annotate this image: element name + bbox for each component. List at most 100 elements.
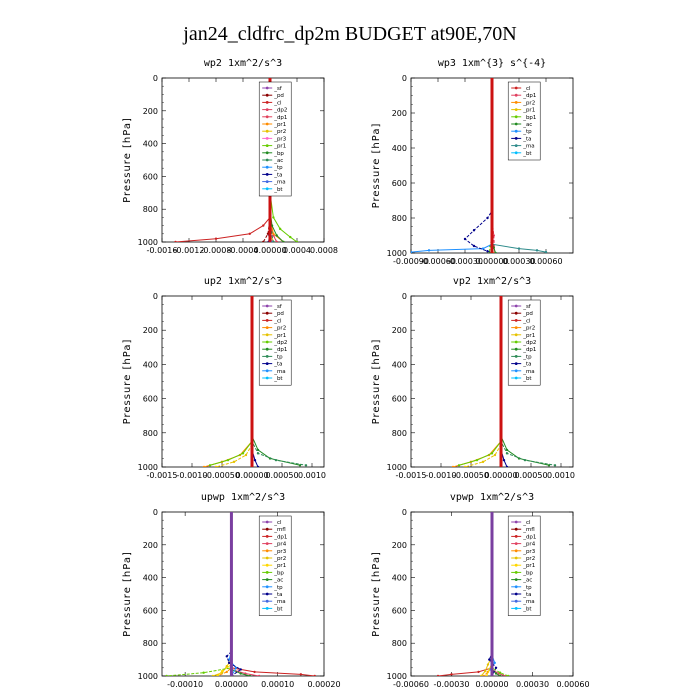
x-tick-label: -0.00090	[393, 257, 429, 266]
y-tick-label: 1000	[138, 463, 158, 472]
legend-marker	[514, 115, 518, 119]
series-point	[507, 674, 510, 676]
legend-label: _ac	[273, 158, 283, 164]
legend-marker	[514, 542, 518, 545]
legend-marker	[265, 355, 269, 358]
series-line-pr2	[452, 296, 502, 467]
x-tick-label: 0.00060	[556, 680, 589, 689]
x-tick-label: 0.00030	[502, 257, 535, 266]
y-axis-label: Pressure [hPa]	[371, 123, 382, 209]
series-line-pr1	[464, 296, 502, 467]
series-point	[517, 247, 521, 250]
y-tick-label: 800	[143, 205, 158, 214]
y-tick-label: 200	[392, 541, 407, 550]
legend-label: _ac	[273, 578, 283, 584]
x-tick-label: 0.00050	[265, 471, 298, 480]
series-point	[202, 465, 206, 467]
plot-frame	[161, 295, 325, 468]
legend-marker	[514, 101, 518, 104]
legend-marker	[514, 355, 518, 358]
legend-label: _mfl	[522, 527, 535, 533]
legend-label: _bt	[522, 151, 532, 157]
series-point	[477, 670, 480, 674]
legend-marker	[265, 165, 269, 169]
legend-marker	[265, 527, 269, 531]
series-point	[165, 674, 168, 676]
legend-label: _dp2	[273, 108, 287, 114]
legend-label: _dp1	[522, 93, 536, 99]
x-tick-label: 0.00000	[475, 680, 508, 689]
legend-marker	[265, 173, 269, 176]
series-point	[488, 658, 491, 661]
series-point	[304, 464, 308, 467]
x-tick-label: -0.00060	[420, 257, 456, 266]
legend-marker	[265, 362, 269, 365]
series-line-tp	[411, 78, 493, 253]
legend-marker	[265, 340, 269, 344]
series-point	[472, 244, 476, 248]
legend-label: _tp	[522, 129, 532, 135]
series-point	[258, 674, 261, 676]
series-point	[490, 452, 494, 455]
legend-marker	[265, 333, 269, 337]
legend-label: _tp	[273, 354, 283, 360]
legend-marker	[514, 520, 518, 524]
series-point	[289, 235, 292, 239]
plot-frame	[161, 511, 325, 677]
series-point	[248, 232, 251, 235]
series-line-pr1	[217, 512, 232, 676]
legend-label: _pr4	[273, 542, 287, 548]
legend-label: _cl	[522, 86, 531, 92]
y-tick-label: 1000	[138, 238, 158, 247]
chart-panel-6: vpwp 1xm^2/s^3 Pressure [hPa] 0 200 400 600 80…	[371, 492, 590, 689]
legend-marker	[514, 129, 518, 133]
x-tick-label: -0.00050	[204, 471, 240, 480]
legend-marker	[265, 520, 269, 524]
legend-marker	[265, 585, 269, 589]
series-point	[225, 664, 228, 668]
x-tick-label: 0.00000	[235, 471, 268, 480]
legend-marker	[514, 319, 518, 322]
series-point	[505, 452, 509, 455]
legend-label: _dp1	[522, 347, 536, 353]
series-point	[505, 465, 509, 467]
legend-label: _ta	[273, 362, 282, 368]
legend-label: _pd	[273, 93, 284, 99]
series-point	[498, 674, 502, 676]
series-point	[463, 237, 467, 241]
series-point	[282, 240, 285, 242]
legend-marker	[265, 592, 269, 596]
series-line-dp1	[437, 512, 493, 676]
chart-panel-2: wp3 1xm^{3} s^{-4} Pressure [hPa] 0 200 400 6…	[371, 58, 574, 266]
legend-marker	[265, 129, 269, 133]
legend-label: _dp2	[273, 340, 287, 346]
y-tick-label: 800	[143, 639, 158, 648]
y-tick-label: 0	[402, 292, 407, 301]
y-tick-label: 600	[143, 606, 158, 615]
legend-marker	[265, 137, 269, 140]
series-point	[208, 464, 212, 467]
series-line-pr2	[203, 296, 253, 467]
x-tick-label: -0.0010	[426, 471, 457, 480]
series-point	[174, 240, 177, 242]
x-tick-label: -0.0015	[147, 471, 178, 480]
y-axis-label: Pressure [hPa]	[122, 339, 133, 425]
legend-label: _ta	[522, 592, 531, 598]
x-tick-label: -0.0012	[174, 246, 205, 255]
legend-label: _pr1	[273, 122, 286, 128]
y-tick-label: 600	[392, 179, 407, 188]
y-tick-label: 800	[392, 214, 407, 223]
y-tick-label: 400	[392, 574, 407, 583]
series-point	[493, 661, 496, 665]
series-point	[475, 458, 479, 462]
legend-label: _tp	[522, 354, 532, 360]
legend-marker	[265, 535, 269, 538]
legend-marker	[265, 151, 269, 155]
y-axis-label: Pressure [hPa]	[371, 551, 382, 637]
legend-marker	[265, 607, 269, 610]
chart-panel-1: wp2 1xm^2/s^3 Pressure [hPa] 0 200 400 600 800…	[122, 58, 338, 255]
legend-marker	[265, 101, 269, 104]
series-point	[295, 240, 299, 242]
y-tick-label: 800	[143, 429, 158, 438]
series-point	[485, 674, 488, 676]
